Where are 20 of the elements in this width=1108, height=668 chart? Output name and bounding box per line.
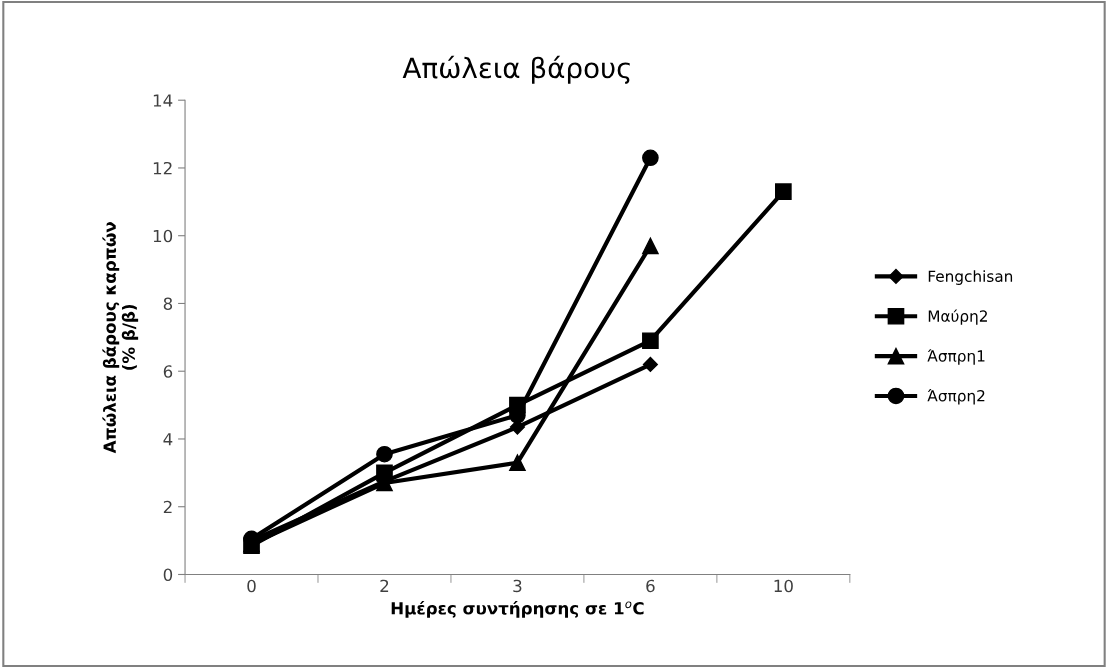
y-tick-label: 8 xyxy=(163,297,173,311)
y-tick-label: 4 xyxy=(163,433,173,446)
x-axis-title: Ημέρες συντήρησης σε 1$^{o}$C xyxy=(391,601,644,618)
y-tick-label: 2 xyxy=(163,500,172,514)
x-tick-label: 2 xyxy=(380,579,389,593)
x-tick-label: 0 xyxy=(247,579,256,593)
legend-label: Άσπρη1 xyxy=(927,349,985,365)
chart-title: Απώλεια βάρους xyxy=(402,55,630,84)
legend-label: Fengchisan xyxy=(928,270,1013,285)
y-tick-label: 10 xyxy=(153,229,173,243)
y-tick-label: 6 xyxy=(163,365,173,378)
x-tick-label: 6 xyxy=(646,579,655,593)
x-tick-label: 3 xyxy=(513,579,522,593)
legend-label: Άσπρη2 xyxy=(927,389,985,405)
legend-label: Μαύρη2 xyxy=(928,309,987,325)
y-axis-title: Απώλεια βάρους καρπών (% β/β) xyxy=(102,222,139,454)
y-tick-label: 12 xyxy=(153,161,172,175)
y-tick-label: 14 xyxy=(153,94,173,107)
x-tick-label: 10 xyxy=(774,579,793,593)
y-tick-label: 0 xyxy=(163,568,173,582)
